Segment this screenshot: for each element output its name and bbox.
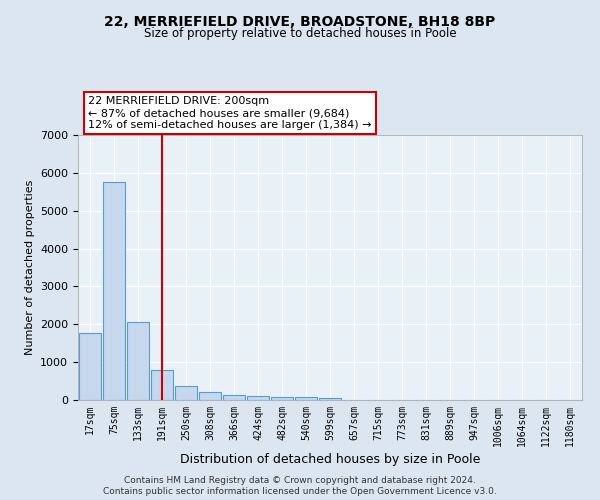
Bar [247, 396, 269, 400]
Bar [199, 392, 221, 400]
Bar [103, 182, 125, 400]
Text: Size of property relative to detached houses in Poole: Size of property relative to detached ho… [143, 28, 457, 40]
Y-axis label: Number of detached properties: Number of detached properties [25, 180, 35, 355]
Bar [319, 398, 341, 400]
Bar [79, 332, 101, 400]
Bar [127, 322, 149, 400]
Text: Contains HM Land Registry data © Crown copyright and database right 2024.: Contains HM Land Registry data © Crown c… [124, 476, 476, 485]
X-axis label: Distribution of detached houses by size in Poole: Distribution of detached houses by size … [180, 453, 480, 466]
Bar [175, 386, 197, 400]
Bar [295, 398, 317, 400]
Bar [151, 370, 173, 400]
Text: 22 MERRIEFIELD DRIVE: 200sqm
← 87% of detached houses are smaller (9,684)
12% of: 22 MERRIEFIELD DRIVE: 200sqm ← 87% of de… [88, 96, 371, 130]
Bar [271, 396, 293, 400]
Text: 22, MERRIEFIELD DRIVE, BROADSTONE, BH18 8BP: 22, MERRIEFIELD DRIVE, BROADSTONE, BH18 … [104, 15, 496, 29]
Bar [223, 396, 245, 400]
Text: Contains public sector information licensed under the Open Government Licence v3: Contains public sector information licen… [103, 488, 497, 496]
